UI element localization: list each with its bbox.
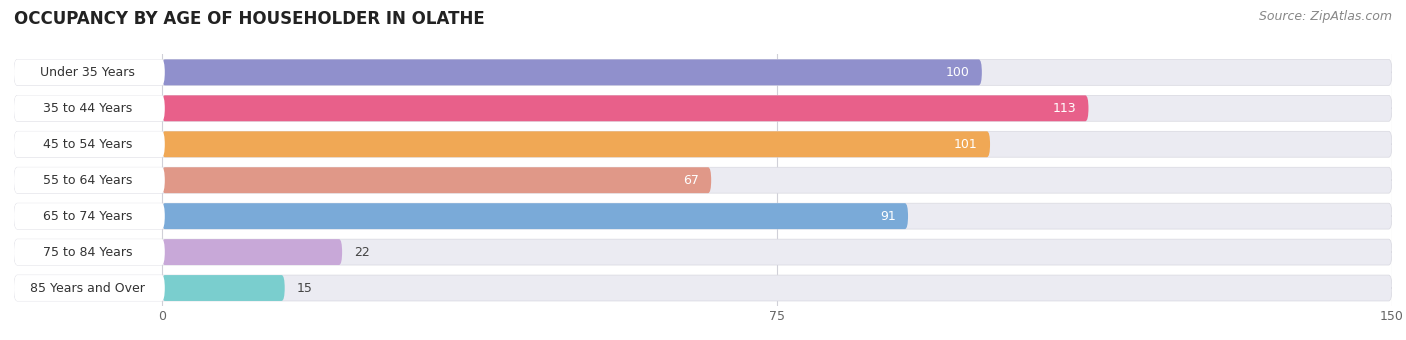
FancyBboxPatch shape — [162, 131, 990, 157]
FancyBboxPatch shape — [162, 239, 342, 265]
FancyBboxPatch shape — [14, 59, 1392, 85]
Text: 75 to 84 Years: 75 to 84 Years — [44, 245, 132, 259]
Text: 45 to 54 Years: 45 to 54 Years — [44, 138, 132, 151]
Text: 113: 113 — [1053, 102, 1076, 115]
Text: 101: 101 — [955, 138, 977, 151]
FancyBboxPatch shape — [14, 59, 165, 85]
FancyBboxPatch shape — [14, 203, 1392, 229]
Text: 15: 15 — [297, 282, 314, 294]
FancyBboxPatch shape — [14, 275, 165, 301]
Text: 55 to 64 Years: 55 to 64 Years — [44, 174, 132, 187]
FancyBboxPatch shape — [14, 96, 1392, 121]
FancyBboxPatch shape — [14, 275, 1392, 301]
FancyBboxPatch shape — [162, 59, 981, 85]
Text: 100: 100 — [946, 66, 970, 79]
Text: 67: 67 — [683, 174, 699, 187]
Text: OCCUPANCY BY AGE OF HOUSEHOLDER IN OLATHE: OCCUPANCY BY AGE OF HOUSEHOLDER IN OLATH… — [14, 10, 485, 28]
FancyBboxPatch shape — [162, 275, 284, 301]
Text: 35 to 44 Years: 35 to 44 Years — [44, 102, 132, 115]
FancyBboxPatch shape — [14, 203, 165, 229]
FancyBboxPatch shape — [14, 239, 1392, 265]
FancyBboxPatch shape — [14, 167, 165, 193]
Text: 65 to 74 Years: 65 to 74 Years — [44, 210, 132, 223]
FancyBboxPatch shape — [14, 131, 1392, 157]
Text: Source: ZipAtlas.com: Source: ZipAtlas.com — [1258, 10, 1392, 23]
FancyBboxPatch shape — [162, 167, 711, 193]
Text: 22: 22 — [354, 245, 370, 259]
FancyBboxPatch shape — [162, 203, 908, 229]
FancyBboxPatch shape — [14, 96, 165, 121]
Text: Under 35 Years: Under 35 Years — [41, 66, 135, 79]
Text: 85 Years and Over: 85 Years and Over — [31, 282, 145, 294]
Text: 91: 91 — [880, 210, 896, 223]
FancyBboxPatch shape — [14, 167, 1392, 193]
FancyBboxPatch shape — [14, 239, 165, 265]
FancyBboxPatch shape — [162, 96, 1088, 121]
FancyBboxPatch shape — [14, 131, 165, 157]
